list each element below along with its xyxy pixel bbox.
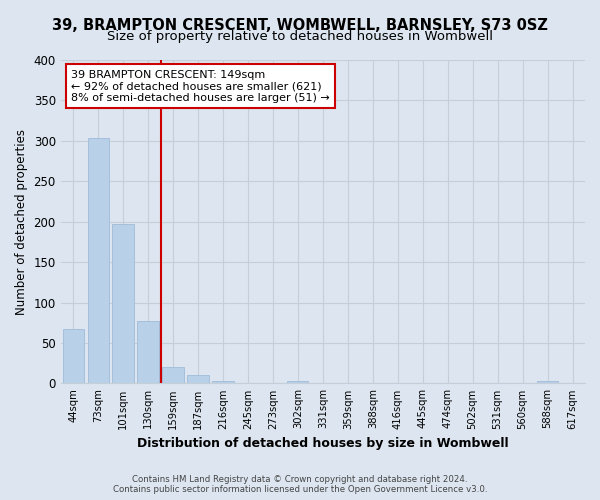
Bar <box>537 381 558 384</box>
Bar <box>212 381 233 384</box>
Text: Size of property relative to detached houses in Wombwell: Size of property relative to detached ho… <box>107 30 493 43</box>
Bar <box>287 381 308 384</box>
Text: Contains HM Land Registry data © Crown copyright and database right 2024.
Contai: Contains HM Land Registry data © Crown c… <box>113 474 487 494</box>
Y-axis label: Number of detached properties: Number of detached properties <box>15 128 28 314</box>
Text: 39, BRAMPTON CRESCENT, WOMBWELL, BARNSLEY, S73 0SZ: 39, BRAMPTON CRESCENT, WOMBWELL, BARNSLE… <box>52 18 548 32</box>
Bar <box>163 368 184 384</box>
X-axis label: Distribution of detached houses by size in Wombwell: Distribution of detached houses by size … <box>137 437 509 450</box>
Bar <box>187 376 209 384</box>
Bar <box>62 330 84 384</box>
Bar <box>88 138 109 384</box>
Bar <box>112 224 134 384</box>
Bar <box>137 321 158 384</box>
Text: 39 BRAMPTON CRESCENT: 149sqm
← 92% of detached houses are smaller (621)
8% of se: 39 BRAMPTON CRESCENT: 149sqm ← 92% of de… <box>71 70 330 103</box>
